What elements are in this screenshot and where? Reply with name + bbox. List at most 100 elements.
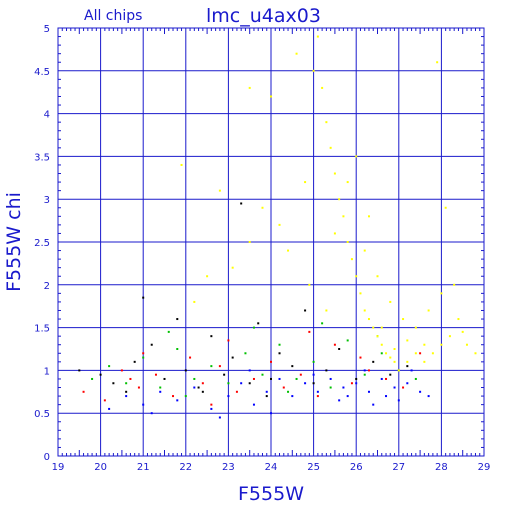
data-point — [372, 326, 375, 329]
y-tick-label: 0.5 — [34, 409, 50, 420]
x-tick-label: 25 — [307, 462, 320, 473]
data-point — [125, 382, 128, 385]
data-point — [218, 416, 221, 419]
data-point — [338, 348, 341, 350]
data-point — [240, 202, 243, 205]
data-point — [304, 181, 307, 184]
data-point — [120, 369, 123, 372]
data-point — [176, 399, 179, 402]
data-point — [385, 352, 388, 355]
data-point — [112, 382, 115, 385]
data-point — [414, 352, 417, 355]
data-point — [338, 399, 341, 402]
data-point — [423, 360, 426, 363]
data-point — [427, 395, 430, 398]
data-point — [231, 266, 234, 269]
data-point — [278, 343, 281, 346]
data-point — [184, 395, 187, 398]
data-point — [350, 382, 353, 385]
data-point — [397, 399, 400, 402]
data-point — [231, 356, 234, 359]
chart-title: lmc_u4ax03 — [206, 5, 321, 27]
data-point — [308, 283, 311, 286]
data-point — [367, 318, 370, 321]
data-point — [367, 369, 370, 372]
data-point — [167, 330, 170, 333]
data-point — [206, 275, 209, 278]
data-point — [333, 172, 336, 175]
data-point — [329, 146, 332, 149]
x-tick-label: 19 — [52, 462, 65, 473]
y-tick-label: 1.5 — [34, 324, 50, 335]
data-point — [346, 339, 349, 342]
data-point — [154, 373, 157, 376]
data-point — [406, 365, 409, 368]
data-point — [385, 395, 388, 398]
series-blue — [108, 369, 430, 419]
data-point — [333, 232, 336, 235]
tick-labels: 19 20 21 22 23 24 25 26 27 28 29 0 0.5 1 1.5 2 2.5 3 3.5 4 4… — [34, 24, 490, 473]
data-point — [287, 390, 290, 393]
data-point — [406, 339, 409, 342]
data-point — [210, 365, 213, 368]
data-point — [235, 390, 238, 393]
data-point — [325, 121, 328, 124]
data-point — [99, 373, 102, 376]
data-point — [142, 403, 145, 406]
data-point — [325, 309, 328, 312]
data-point — [227, 339, 230, 342]
data-point — [419, 352, 422, 355]
data-point — [304, 309, 307, 312]
data-point — [223, 373, 226, 376]
data-point — [201, 390, 204, 393]
data-point — [346, 241, 349, 243]
data-point — [316, 390, 319, 393]
data-point — [355, 382, 358, 385]
data-point — [261, 206, 264, 209]
data-point — [270, 412, 272, 415]
data-point — [137, 386, 140, 389]
data-point — [414, 326, 417, 329]
y-tick-label: 5 — [44, 24, 50, 35]
data-point — [125, 390, 128, 393]
data-point — [342, 386, 345, 389]
data-point — [355, 377, 358, 380]
data-point — [448, 335, 451, 338]
data-point — [389, 356, 392, 359]
data-point — [329, 386, 332, 389]
data-point — [325, 369, 328, 372]
data-point — [342, 215, 345, 218]
data-point — [436, 61, 439, 64]
data-point — [393, 360, 396, 363]
data-point — [240, 382, 243, 385]
data-point — [184, 369, 187, 372]
data-point — [278, 352, 281, 355]
data-point — [125, 395, 128, 398]
data-point — [172, 395, 175, 398]
data-point — [150, 343, 153, 346]
data-point — [265, 390, 268, 393]
data-point — [227, 382, 230, 385]
data-point — [312, 373, 315, 376]
data-point — [359, 356, 362, 359]
data-point — [385, 377, 388, 380]
data-point — [261, 373, 264, 376]
data-point — [197, 386, 200, 389]
data-point — [389, 300, 392, 303]
data-point — [312, 382, 315, 385]
y-axis-label: F555W chi — [3, 192, 25, 292]
data-point — [321, 86, 324, 89]
data-point — [129, 377, 132, 380]
data-point — [316, 395, 319, 398]
data-point — [295, 52, 298, 55]
data-point — [91, 377, 94, 380]
data-point — [406, 382, 409, 385]
data-point — [380, 343, 383, 346]
data-point — [427, 309, 430, 312]
x-tick-label: 20 — [94, 462, 107, 473]
data-point — [312, 360, 315, 363]
x-tick-label: 27 — [392, 462, 405, 473]
y-tick-label: 2.5 — [34, 238, 50, 249]
data-point — [376, 275, 379, 278]
data-point — [304, 382, 307, 385]
